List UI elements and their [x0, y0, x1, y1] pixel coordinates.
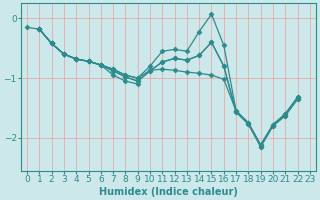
X-axis label: Humidex (Indice chaleur): Humidex (Indice chaleur) — [99, 187, 238, 197]
